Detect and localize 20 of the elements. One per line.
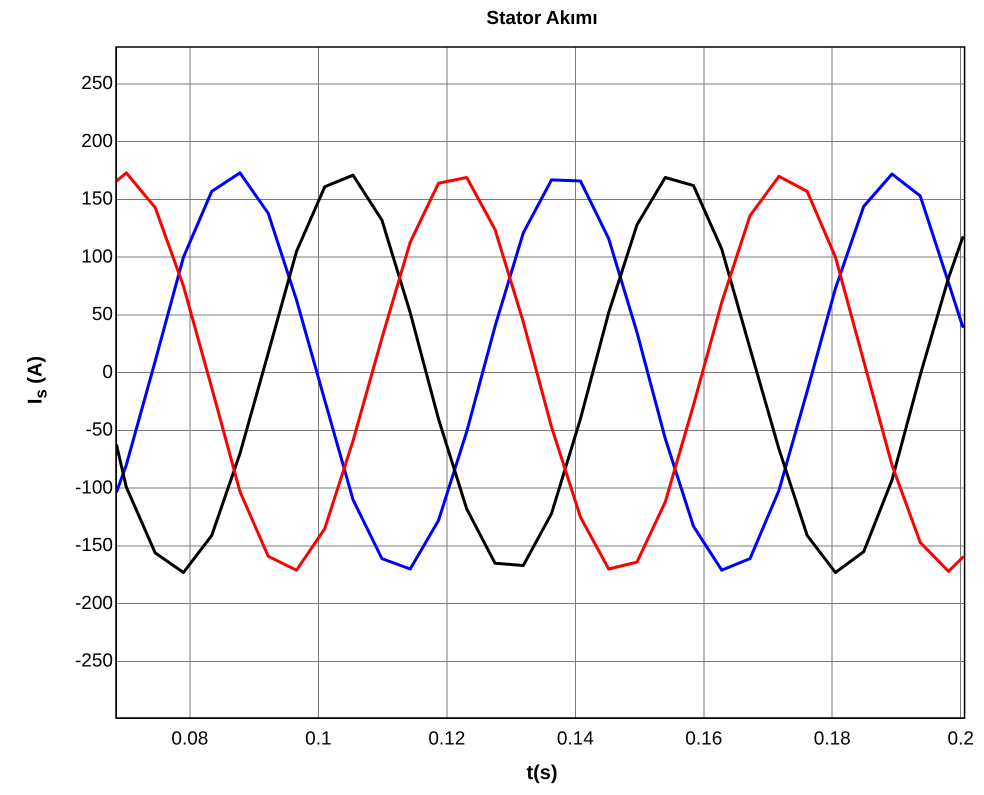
chart-title: Stator Akımı <box>485 8 599 30</box>
y-tick-label: 150 <box>81 188 113 210</box>
y-tick-label: 100 <box>81 246 113 268</box>
y-tick-label: -100 <box>74 477 113 498</box>
y-tick-label: 200 <box>81 130 113 152</box>
x-tick-label: 0.12 <box>428 728 466 750</box>
y-tick-label: -50 <box>86 420 113 441</box>
y-tick-label: 250 <box>81 73 113 94</box>
y-tick-label: 0 <box>102 362 113 383</box>
x-tick-label: 0.1 <box>305 728 332 750</box>
x-tick-label: 0.2 <box>948 728 974 750</box>
x-tick-label: 0.14 <box>556 728 594 750</box>
y-tick-label: -150 <box>74 535 113 556</box>
x-tick-label: 0.16 <box>685 728 722 750</box>
x-tick-label: 0.18 <box>814 728 851 750</box>
y-tick-label: 50 <box>92 304 113 326</box>
y-tick-label: -250 <box>74 650 113 672</box>
x-axis-title: t(s) <box>525 762 559 785</box>
y-tick-label: -200 <box>74 592 113 614</box>
x-tick-label: 0.08 <box>171 728 208 750</box>
